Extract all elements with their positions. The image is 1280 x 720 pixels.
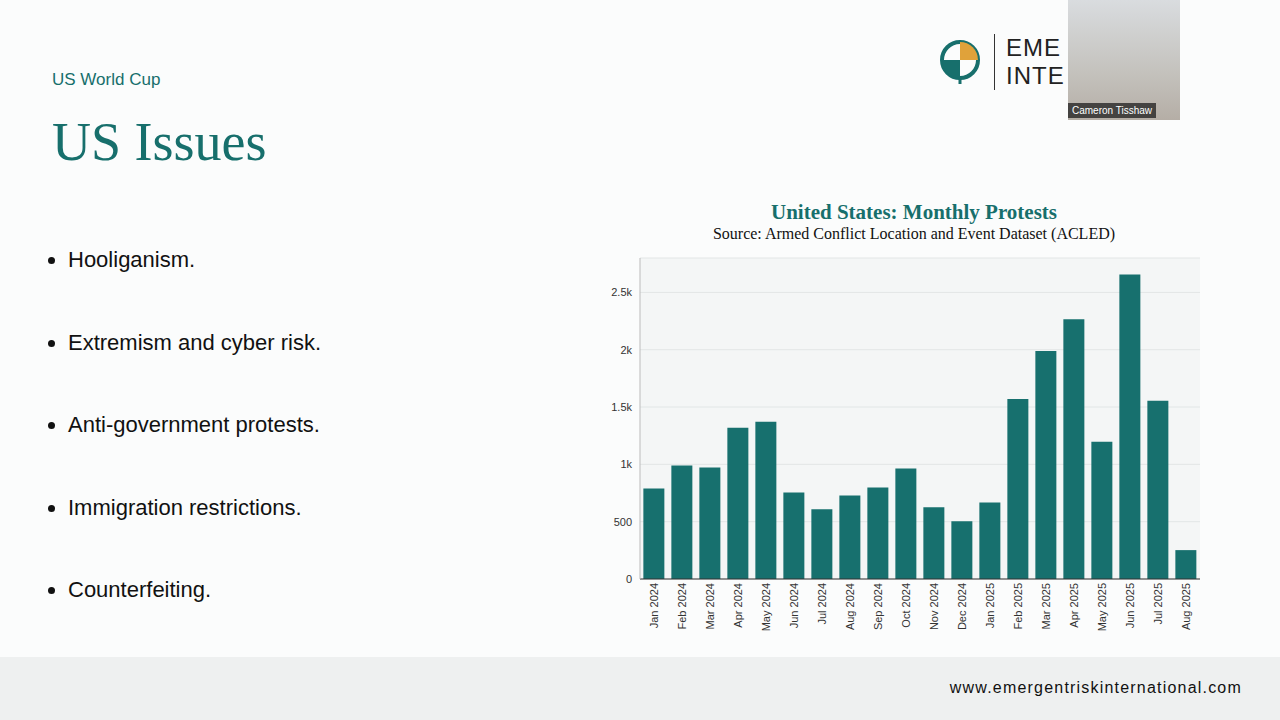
html-text:Anti-government protests.: Anti-government protests. xyxy=(68,412,320,437)
svg-text:0: 0 xyxy=(626,573,632,585)
svg-text:Aug 2025: Aug 2025 xyxy=(1180,583,1192,630)
html-text:Immigration restrictions.: Immigration restrictions. xyxy=(68,494,302,520)
svg-text:Aug 2024: Aug 2024 xyxy=(844,583,856,630)
svg-text:Sep 2024: Sep 2024 xyxy=(872,583,884,630)
svg-text:1k: 1k xyxy=(620,458,632,470)
svg-text:Feb 2024: Feb 2024 xyxy=(676,583,688,629)
svg-text:2k: 2k xyxy=(620,344,632,356)
svg-text:Jul 2025: Jul 2025 xyxy=(1152,583,1164,625)
svg-text:2.5k: 2.5k xyxy=(611,286,632,298)
html-text:Hooliganism.: Hooliganism. xyxy=(68,247,196,272)
svg-text:May 2024: May 2024 xyxy=(760,583,772,631)
html-text:Extremism and cyber risk.: Extremism and cyber risk. xyxy=(68,329,322,355)
html-text:www.emergentriskinternational.: www.emergentriskinternational.com xyxy=(949,679,1242,696)
html-text:US Issues: US Issues xyxy=(52,112,267,172)
svg-text:Mar 2025: Mar 2025 xyxy=(1040,583,1052,629)
svg-text:Dec 2024: Dec 2024 xyxy=(956,583,968,630)
svg-text:Oct 2024: Oct 2024 xyxy=(900,583,912,628)
svg-text:May 2025: May 2025 xyxy=(1096,583,1108,631)
html-text:Source: Armed Conflict Locatio: Source: Armed Conflict Location and Even… xyxy=(712,225,1115,242)
svg-text:Nov 2024: Nov 2024 xyxy=(928,583,940,630)
html-text:Counterfeiting.: Counterfeiting. xyxy=(68,577,212,602)
svg-text:Apr 2024: Apr 2024 xyxy=(732,583,744,628)
svg-text:Mar 2024: Mar 2024 xyxy=(704,583,716,629)
svg-text:Jan 2024: Jan 2024 xyxy=(648,583,660,628)
svg-text:1.5k: 1.5k xyxy=(611,401,632,413)
svg-text:Jul 2024: Jul 2024 xyxy=(816,583,828,625)
svg-text:Jun 2025: Jun 2025 xyxy=(1124,583,1136,628)
html-text:United States: Monthly Protest: United States: Monthly Protests xyxy=(771,200,1057,224)
html-text:US World Cup: US World Cup xyxy=(52,70,161,89)
html-text:INTE: INTE xyxy=(1006,62,1065,89)
svg-text:Feb 2025: Feb 2025 xyxy=(1012,583,1024,629)
html-text:Cameron Tisshaw: Cameron Tisshaw xyxy=(1072,105,1152,116)
svg-text:500: 500 xyxy=(614,516,632,528)
svg-text:Jun 2024: Jun 2024 xyxy=(788,583,800,628)
svg-text:Jan 2025: Jan 2025 xyxy=(984,583,996,628)
svg-text:Apr 2025: Apr 2025 xyxy=(1068,583,1080,628)
html-text:EME: EME xyxy=(1006,34,1061,61)
